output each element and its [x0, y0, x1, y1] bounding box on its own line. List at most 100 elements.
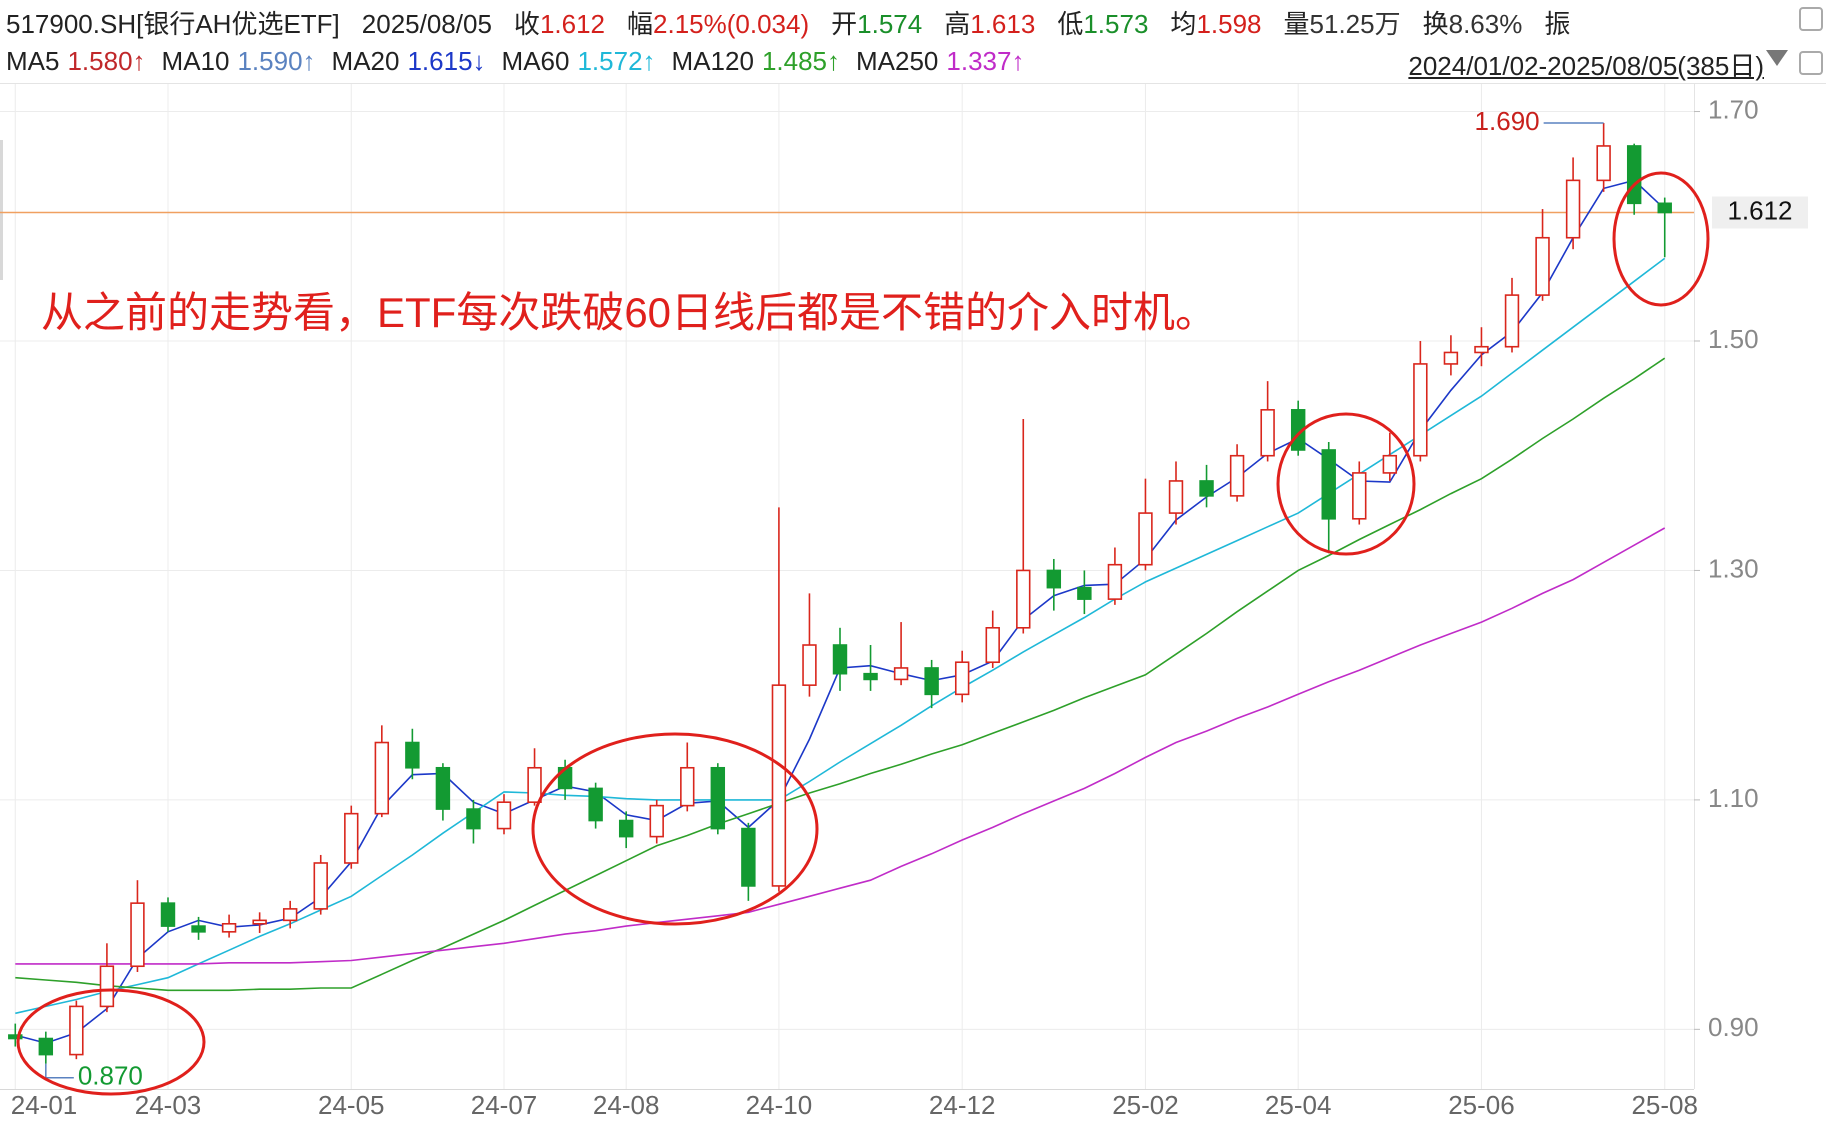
- labels: 0.90 1.10 1.30 1.50 1.70 24-01 24-03 24-05 24-07…: [11, 94, 1808, 1120]
- x-tick-label: 25-04: [1265, 1090, 1332, 1120]
- legend-item: MA250 1.337↑: [856, 46, 1024, 77]
- legend-name: MA60: [501, 46, 570, 76]
- candle-body: [1077, 586, 1092, 600]
- candle-body: [282, 908, 298, 922]
- quote-label: 换: [1422, 9, 1449, 39]
- y-tick-label: 1.10: [1708, 783, 1759, 813]
- quote-label: 低: [1057, 9, 1084, 39]
- candle-body: [313, 862, 328, 910]
- legend-name: MA20: [331, 46, 400, 76]
- x-tick-label: 24-08: [593, 1090, 660, 1120]
- low-marker-label: 0.870: [78, 1061, 143, 1091]
- quote-item: 幅2.15%(0.034): [627, 4, 809, 41]
- candle-body: [1138, 512, 1153, 566]
- candle-body: [221, 922, 237, 933]
- candle-body: [924, 667, 939, 696]
- candle-body: [1016, 569, 1031, 629]
- candle-body: [527, 766, 542, 803]
- highlight-circle: [531, 732, 819, 926]
- candle-body: [252, 919, 267, 925]
- icon: [1799, 51, 1823, 75]
- x-tick-label: 24-01: [11, 1090, 78, 1120]
- quote-item: 收1.612: [514, 4, 605, 41]
- ma-line: [15, 357, 1666, 992]
- candle-body: [893, 667, 909, 681]
- legend-item: MA10 1.590↑: [162, 46, 316, 77]
- candle-body: [649, 804, 664, 838]
- quote-value: 8.63%: [1448, 9, 1523, 39]
- legend-item: MA120 1.485↑: [672, 46, 840, 77]
- candle-body: [1565, 179, 1581, 239]
- candle-body: [496, 801, 512, 830]
- candle-body: [435, 766, 451, 810]
- candle-body: [985, 627, 1000, 664]
- quote-value: 2.15%(0.034): [653, 9, 810, 39]
- candle-body: [1382, 454, 1398, 474]
- candle-body: [588, 787, 603, 822]
- x-tick-label: 24-07: [471, 1090, 538, 1120]
- candle-body: [1443, 351, 1459, 365]
- candle-body: [38, 1037, 54, 1056]
- candle-body: [771, 684, 787, 887]
- quote-header: 517900.SH[银行AH优选ETF] 2025/08/05 收1.612 幅2…: [6, 4, 1592, 41]
- candle-body: [466, 808, 481, 830]
- quote-item: 均1.598: [1170, 4, 1261, 41]
- candle-body: [1596, 145, 1611, 182]
- legend-value: 1.485↑: [761, 46, 841, 76]
- candle-body: [1046, 569, 1062, 589]
- quote-item: 量51.25万: [1284, 4, 1401, 41]
- highlight-circle: [1276, 412, 1416, 556]
- candle-body: [1168, 480, 1184, 514]
- candle-body: [99, 965, 115, 1008]
- candle-body: [1413, 363, 1428, 457]
- legend-item: MA5 1.580↑: [6, 46, 146, 77]
- quote-label: 收: [513, 9, 540, 39]
- highlight-circle: [16, 988, 206, 1096]
- quote-label: 高: [944, 9, 971, 39]
- quote-item: 低1.573: [1057, 4, 1148, 41]
- x-tick-label: 25-06: [1448, 1090, 1515, 1120]
- legend-item: MA60 1.572↑: [502, 46, 656, 77]
- candle-body: [8, 1034, 23, 1040]
- last-price-label: 1.612: [1727, 195, 1792, 225]
- candle-body: [1199, 480, 1214, 497]
- x-tick-label: 24-12: [929, 1090, 996, 1120]
- legend-value: 1.572↑: [577, 46, 656, 76]
- highlight-circle: [1612, 171, 1710, 307]
- quote-value: 1.573: [1083, 9, 1149, 39]
- range-dropdown[interactable]: [1766, 50, 1788, 66]
- candle-body: [1260, 409, 1275, 457]
- quote-item: 开1.574: [831, 4, 922, 41]
- x-tick-label: 25-02: [1112, 1090, 1179, 1120]
- quote-date: 2025/08/05: [361, 9, 492, 39]
- grid: [0, 84, 1700, 1089]
- candle-body: [1535, 236, 1550, 296]
- x-tick-label: 25-08: [1631, 1090, 1698, 1120]
- icon: [1799, 7, 1823, 31]
- legend-name: MA5: [6, 46, 60, 76]
- candle-body: [130, 902, 145, 968]
- candle-body: [1352, 472, 1367, 520]
- x-tick-label: 24-03: [135, 1090, 202, 1120]
- x-tick-label: 24-10: [746, 1090, 813, 1120]
- candle-body: [1474, 345, 1489, 354]
- security-code: 517900.SH[银行AH优选ETF]: [6, 9, 340, 39]
- candle-body: [374, 741, 390, 815]
- candle-body: [69, 1005, 84, 1056]
- legend-value: 1.580↑: [67, 46, 146, 76]
- legend-value: 1.615↓: [407, 46, 486, 76]
- quote-value: 1.574: [857, 9, 923, 39]
- candle-body: [1321, 449, 1336, 520]
- candle-body: [618, 819, 634, 838]
- y-tick-label: 0.90: [1708, 1012, 1759, 1042]
- annotation: 从之前的走势看，ETF每次跌破60日线后都是不错的介入时机。: [41, 289, 1217, 336]
- candle-body: [160, 902, 176, 927]
- date-range[interactable]: 2024/01/02-2025/08/05(385日): [1408, 51, 1764, 81]
- candle-body: [1657, 202, 1672, 214]
- quote-label: 开: [831, 9, 858, 39]
- quote-item: 振: [1544, 4, 1570, 41]
- legend-value: 1.590↑: [237, 46, 316, 76]
